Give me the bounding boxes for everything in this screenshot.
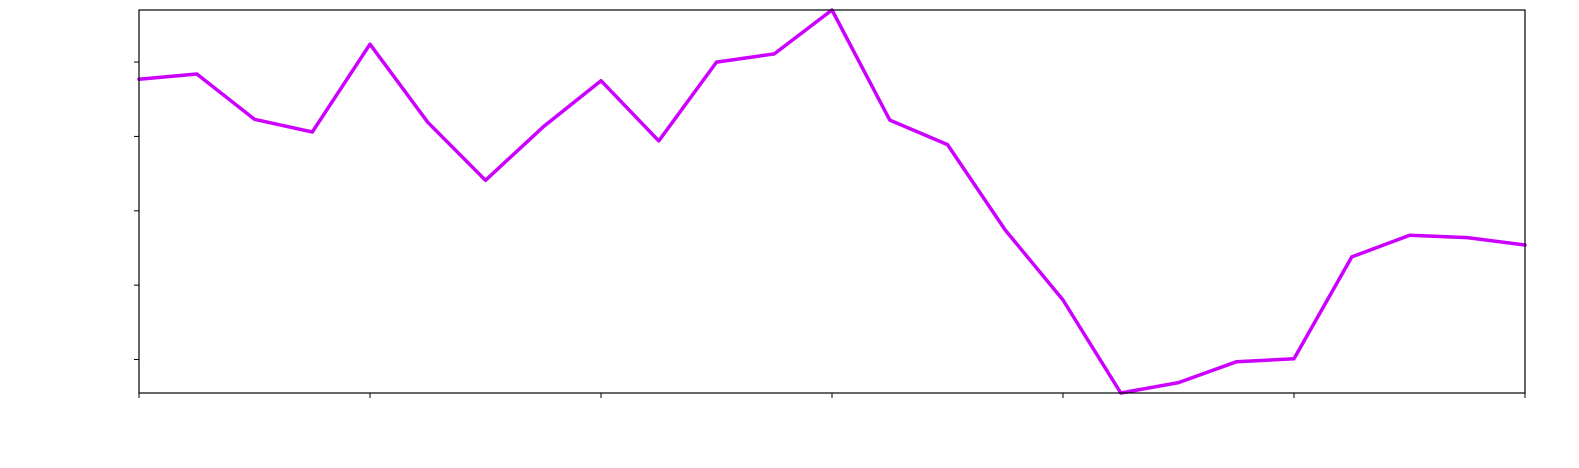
x-axis-ticks: [138, 393, 1526, 398]
plot-frame: [138, 9, 1526, 394]
plot-background: [139, 10, 1525, 393]
y-axis-ticks: [134, 61, 139, 361]
